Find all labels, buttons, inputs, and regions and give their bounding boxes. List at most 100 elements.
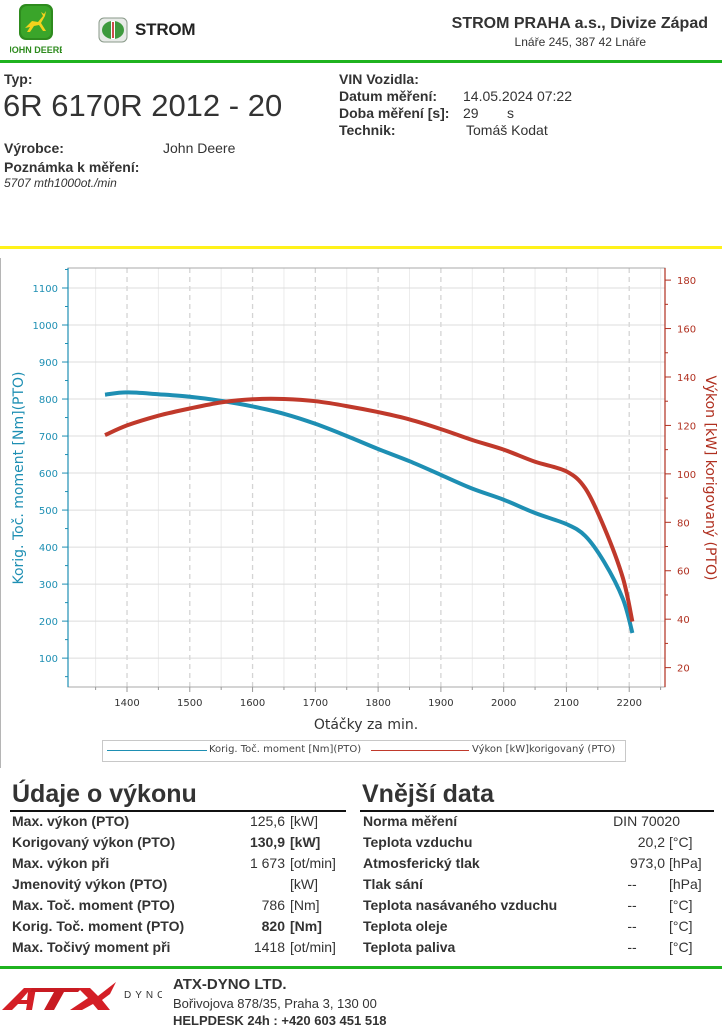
strom-logo-text: STROM <box>135 20 196 39</box>
y-right-tick-label: 140 <box>677 373 696 384</box>
chart-left-border <box>0 258 1 768</box>
external-row-value: 20,2 <box>637 834 665 850</box>
y-right-tick-label: 40 <box>677 615 690 626</box>
performance-row-value: 130,9 <box>249 834 285 850</box>
vyrobce-label: Výrobce: <box>4 140 64 156</box>
performance-row-value: 1 673 <box>249 855 285 871</box>
performance-row-value: 786 <box>261 897 285 913</box>
external-row-value: 973,0 <box>629 855 665 871</box>
header-divider <box>0 60 722 63</box>
legend-torque-label: Korig. Toč. moment [Nm](PTO) <box>209 744 362 755</box>
performance-row-label: Max. výkon při <box>12 855 110 871</box>
y-left-tick-label: 500 <box>39 506 58 517</box>
grid-major <box>68 268 665 687</box>
y-left-tick-label: 1100 <box>33 284 58 295</box>
torque-curve <box>104 390 635 634</box>
y-right-tick-label: 20 <box>677 664 690 675</box>
y-right-tick-label: 180 <box>677 276 696 287</box>
y-left-tick-label: 800 <box>39 395 58 406</box>
performance-row-label: Korig. Toč. moment (PTO) <box>12 918 185 934</box>
company-name: STROM PRAHA a.s., Divize Západ <box>451 15 708 32</box>
y-left-tick-label: 300 <box>39 580 58 591</box>
external-row-label: Teplota oleje <box>363 918 448 934</box>
performance-row-unit: [ot/min] <box>290 855 336 871</box>
performance-row-unit: [kW] <box>290 813 318 829</box>
y-left-tick-label: 100 <box>39 654 58 665</box>
footer-divider <box>0 966 722 969</box>
strom-logo-icon <box>98 17 128 43</box>
external-row-unit: [°C] <box>669 834 693 850</box>
datum-label: Datum měření: <box>339 88 438 104</box>
y-left-tick-label: 600 <box>39 469 58 480</box>
chart-legend: Korig. Toč. moment [Nm](PTO) Výkon [kW]k… <box>102 740 626 762</box>
performance-title-rule <box>10 810 346 812</box>
x-tick-label: 1400 <box>114 698 139 709</box>
external-row-label: Teplota nasávaného vzduchu <box>363 897 558 913</box>
performance-row-unit: [ot/min] <box>290 939 336 955</box>
performance-row-unit: [Nm] <box>290 918 322 934</box>
company-address: Lnáře 245, 387 42 Lnáře <box>514 35 646 49</box>
typ-value: 6R 6170R 2012 - 20 <box>3 88 283 123</box>
external-row-unit: [hPa] <box>669 876 702 892</box>
doba-value: 29 <box>463 105 479 121</box>
x-tick-label: 2000 <box>491 698 516 709</box>
footer-helpdesk[interactable]: HELPDESK 24h : +420 603 451 518 <box>173 1013 387 1028</box>
typ-label: Typ: <box>4 71 33 87</box>
technik-value: Tomáš Kodat <box>466 122 548 138</box>
x-tick-label: 1800 <box>365 698 390 709</box>
atx-dyno-logo: DYNO <box>2 982 162 1010</box>
y-left-tick-label: 200 <box>39 617 58 628</box>
x-tick-label: 1700 <box>303 698 328 709</box>
doba-label: Doba měření [s]: <box>339 105 450 121</box>
y-axis-right-label: Výkon [kW] korigovaný (PTO) <box>702 376 718 581</box>
legend-torque-swatch <box>107 750 207 751</box>
external-row-label: Atmosferický tlak <box>363 855 480 871</box>
performance-row-label: Max. výkon (PTO) <box>12 813 130 829</box>
y-axis-left-label: Korig. Toč. moment [Nm](PTO) <box>11 371 27 584</box>
legend-power-label: Výkon [kW]korigovaný (PTO) <box>472 744 616 755</box>
performance-title: Údaje o výkonu <box>12 780 197 808</box>
performance-row-unit: [kW] <box>290 876 318 892</box>
x-tick-label: 1500 <box>177 698 202 709</box>
external-title: Vnější data <box>362 780 494 808</box>
y-right-tick-label: 100 <box>677 470 696 481</box>
external-row-label: Teplota vzduchu <box>363 834 473 850</box>
performance-row-value: 125,6 <box>249 813 285 829</box>
performance-row-label: Max. Toč. moment (PTO) <box>12 897 175 913</box>
y-left-tick-label: 400 <box>39 543 58 554</box>
doba-unit: s <box>507 105 514 121</box>
datum-value: 14.05.2024 07:22 <box>463 88 572 104</box>
atx-dyno-logo-sub: DYNO <box>124 990 162 1001</box>
external-row-label: Teplota paliva <box>363 939 456 955</box>
x-tick-label: 2200 <box>616 698 641 709</box>
poznamka-label: Poznámka k měření: <box>4 159 140 175</box>
performance-row-label: Max. Točivý moment při <box>12 939 171 955</box>
legend-power-swatch <box>371 750 469 751</box>
external-row-label: Norma měření <box>363 813 458 829</box>
technik-label: Technik: <box>339 122 396 138</box>
external-row-value: DIN 70020 <box>613 813 680 829</box>
y-right-tick-label: 120 <box>677 421 696 432</box>
poznamka-value: 5707 mth1000ot./min <box>4 176 117 190</box>
performance-row-unit: [Nm] <box>290 897 320 913</box>
vin-label: VIN Vozidla: <box>339 71 419 87</box>
x-tick-label: 1600 <box>240 698 265 709</box>
y-right-tick-label: 80 <box>677 518 690 529</box>
external-title-rule <box>360 810 714 812</box>
y-left-tick-label: 1000 <box>33 321 58 332</box>
grid-minor <box>95 268 662 687</box>
footer-address: Bořivojova 878/35, Praha 3, 130 00 <box>173 996 377 1011</box>
x-tick-label: 2100 <box>554 698 579 709</box>
vyrobce-value: John Deere <box>163 140 236 156</box>
external-row-unit: [°C] <box>669 939 693 955</box>
external-row-unit: [°C] <box>669 918 693 934</box>
performance-row-value: 1418 <box>253 939 285 955</box>
footer-company: ATX-DYNO LTD. <box>173 976 287 993</box>
x-axis-label: Otáčky za min. <box>314 717 418 733</box>
power-curve <box>104 396 635 623</box>
john-deere-logo-text: JOHN DEERE <box>10 45 62 55</box>
performance-row-value: 820 <box>261 918 285 934</box>
chart-top-divider <box>0 246 722 249</box>
external-row-value: -- <box>627 897 637 913</box>
y-right-tick-label: 60 <box>677 567 690 578</box>
